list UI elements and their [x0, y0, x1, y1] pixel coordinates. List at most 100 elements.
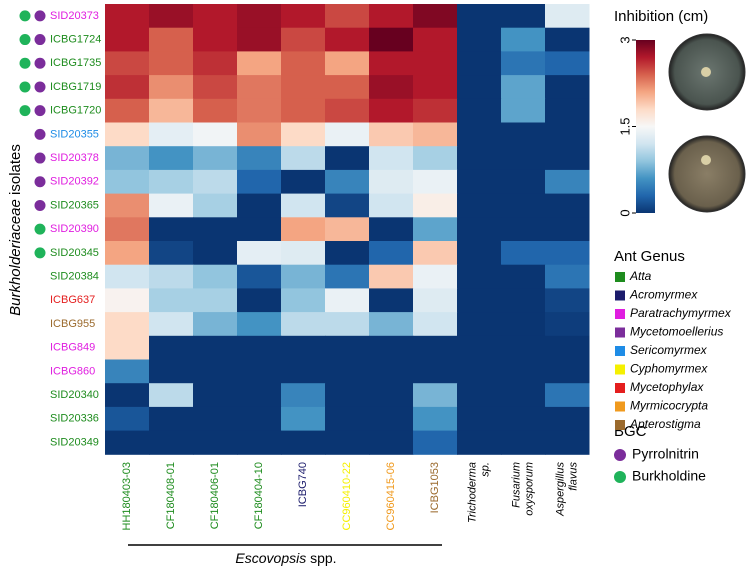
heatmap-cell [149, 288, 194, 313]
heatmap-cell [413, 193, 458, 218]
heatmap-cell [237, 98, 282, 123]
heatmap-cell [193, 98, 238, 123]
bgc-dot [19, 105, 31, 117]
heatmap-cell [413, 75, 458, 100]
heatmap-cell [105, 312, 150, 337]
y-axis-title: Burkholderiaceae isolates [7, 144, 24, 316]
row-label: ICBG955 [50, 318, 95, 330]
heatmap-cell [281, 146, 326, 171]
row-label: ICBG1719 [50, 81, 101, 93]
heatmap-cell [501, 169, 546, 195]
heatmap-cell [193, 241, 238, 266]
heatmap-cell [105, 193, 150, 218]
row-label: SID20378 [50, 152, 99, 164]
heatmap-cell [325, 193, 370, 218]
heatmap-cell [369, 75, 414, 100]
heatmap-cell [149, 335, 194, 360]
heatmap-cell [501, 383, 546, 408]
row-label: SID20340 [50, 389, 99, 401]
heatmap-cell [457, 169, 502, 195]
heatmap-cell [149, 122, 194, 147]
column-label: HH180403-03 [121, 462, 133, 531]
heatmap-cell [413, 146, 458, 171]
row-label: ICBG1735 [50, 57, 101, 69]
bgc-dot [34, 34, 46, 46]
heatmap-cell [105, 122, 150, 147]
bgc-dot [19, 81, 31, 93]
heatmap-cell [105, 335, 150, 360]
heatmap-cell [237, 122, 282, 147]
legend-label: Sericomyrmex [630, 343, 708, 357]
heatmap-cell [545, 241, 590, 266]
row-label: SID20373 [50, 10, 99, 22]
heatmap-cell [281, 406, 326, 432]
row-label: ICBG1724 [50, 33, 101, 45]
heatmap-cell [501, 193, 546, 218]
legend-label: Acromyrmex [629, 288, 698, 302]
heatmap-cell [325, 288, 370, 313]
heatmap-cell [369, 4, 414, 29]
petri-dish [668, 135, 746, 213]
column-label: sp. [479, 462, 491, 477]
legend-label: Pyrrolnitrin [632, 446, 699, 462]
heatmap-cell [105, 430, 150, 455]
heatmap-cell [325, 98, 370, 123]
heatmap-cell [237, 288, 282, 313]
heatmap-cell [545, 4, 590, 29]
heatmap-cell [501, 312, 546, 337]
heatmap-cell [149, 51, 194, 76]
column-label: oxysporum [523, 462, 535, 516]
heatmap-cell [325, 430, 370, 455]
heatmap-cell [413, 312, 458, 337]
heatmap-cell [281, 122, 326, 147]
column-label: Fusarium [510, 462, 522, 508]
heatmap-cell [545, 122, 590, 147]
heatmap-cell [369, 146, 414, 171]
y-title-italic: Burkholderiaceae [7, 199, 24, 316]
heatmap-cell [281, 27, 326, 52]
heatmap-cell [193, 4, 238, 29]
heatmap-cell [325, 406, 370, 432]
bgc-dot [34, 247, 46, 259]
heatmap-cell [501, 406, 546, 432]
heatmap-cell [457, 122, 502, 147]
heatmap-cell [149, 406, 194, 432]
heatmap-cell [281, 383, 326, 408]
heatmap-cell [281, 75, 326, 100]
heatmap-cell [457, 406, 502, 432]
legend-label: Paratrachymyrmex [630, 306, 732, 320]
heatmap-cell [237, 4, 282, 29]
heatmap-cell [501, 51, 546, 76]
heatmap-cell [193, 75, 238, 100]
heatmap-cell [545, 51, 590, 76]
row-label: ICBG637 [50, 294, 95, 306]
heatmap-cell [413, 264, 458, 289]
heatmap-cell [457, 335, 502, 360]
heatmap-cell [457, 359, 502, 384]
heatmap-cell [105, 406, 150, 432]
heatmap-cell [281, 359, 326, 384]
heatmap-cell [369, 288, 414, 313]
heatmap-cell [413, 217, 458, 242]
heatmap-cell [325, 217, 370, 242]
heatmap-cell [237, 335, 282, 360]
column-label: Trichoderma [466, 462, 478, 523]
heatmap-cell [325, 312, 370, 337]
heatmap-cell [457, 312, 502, 337]
legend-dot [614, 449, 626, 461]
heatmap-cell [457, 146, 502, 171]
heatmap-cell [501, 335, 546, 360]
heatmap-cell [545, 169, 590, 195]
column-label: ICBG1053 [429, 462, 441, 513]
bgc-dot [34, 199, 46, 211]
row-label: SID20336 [50, 413, 99, 425]
legend-label: Burkholdine [632, 468, 706, 484]
legend-label: Atta [629, 269, 652, 283]
heatmap-cell [545, 27, 590, 52]
heatmap-cell [193, 383, 238, 408]
row-label: ICBG849 [50, 342, 95, 354]
heatmap-cell [325, 51, 370, 76]
bgc-dot [19, 57, 31, 69]
heatmap-cell [193, 146, 238, 171]
